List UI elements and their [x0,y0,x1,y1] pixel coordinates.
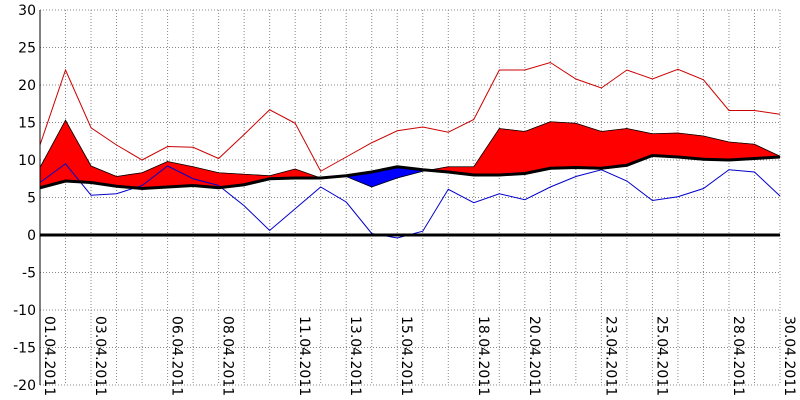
y-tick-label: 10 [18,153,36,169]
above-normal-area [677,132,704,160]
y-tick-label: -15 [13,341,36,357]
x-tick-label: 13.04.2011 [347,316,363,396]
x-tick-label: 30.04.2011 [781,316,797,396]
above-normal-area [601,128,628,169]
grid [39,9,781,386]
x-tick-label: 11.04.2011 [296,316,312,396]
y-tick-label: -20 [13,378,36,394]
y-tick-label: 20 [18,78,36,94]
above-normal-area [473,127,500,176]
above-normal-area [524,121,551,174]
y-tick-label: -10 [13,303,36,319]
y-tick-label: 5 [27,191,36,207]
y-tick-label: 15 [18,116,36,132]
above-normal-area [550,121,577,169]
above-normal-area [499,128,526,176]
x-tick-label: 25.04.2011 [653,316,669,396]
x-tick-label: 23.04.2011 [602,316,618,396]
above-normal-area [652,132,679,158]
long-term-mean-line [39,153,781,191]
x-tick-label: 28.04.2011 [730,316,746,396]
x-tick-label: 15.04.2011 [398,316,414,396]
above-normal-area [141,161,168,189]
y-tick-label: 0 [27,228,36,244]
x-tick-label: 03.04.2011 [92,316,108,396]
x-tick-label: 06.04.2011 [169,316,185,396]
deviation-fill [39,119,781,189]
above-normal-area [167,161,194,188]
y-tick-label: 25 [18,41,36,57]
x-tick-label: 01.04.2011 [41,316,57,396]
x-tick-label: 08.04.2011 [220,316,236,396]
tick-labels: 30 25 20 15 10 5 0 -5 -10 -15 -20 01.04.2011 03.04.2… [13,3,797,396]
series-lines [39,61,781,239]
above-normal-area [65,119,92,183]
above-normal-area [703,135,730,161]
max-temperature-line [39,61,781,172]
x-tick-label: 20.04.2011 [526,316,542,396]
mean-temperature-line [39,119,781,188]
above-normal-area [39,120,66,189]
y-tick-label: 30 [18,3,36,19]
x-tick-label: 18.04.2011 [475,316,491,396]
y-tick-label: -5 [22,266,36,282]
axes [39,10,780,385]
